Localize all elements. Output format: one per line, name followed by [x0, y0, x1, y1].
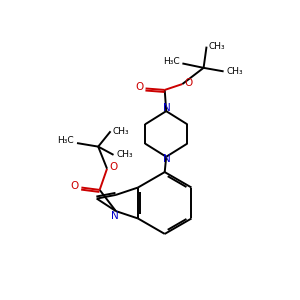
Text: N: N: [163, 154, 171, 164]
Text: N: N: [163, 103, 171, 113]
Text: CH₃: CH₃: [226, 67, 243, 76]
Text: O: O: [185, 78, 193, 88]
Text: N: N: [111, 212, 119, 221]
Text: O: O: [135, 82, 143, 92]
Text: O: O: [71, 181, 79, 191]
Text: CH₃: CH₃: [208, 42, 225, 51]
Text: H₃C: H₃C: [163, 57, 179, 66]
Text: CH₃: CH₃: [112, 127, 129, 136]
Text: H₃C: H₃C: [58, 136, 74, 145]
Text: O: O: [110, 162, 118, 172]
Text: CH₃: CH₃: [116, 150, 133, 159]
